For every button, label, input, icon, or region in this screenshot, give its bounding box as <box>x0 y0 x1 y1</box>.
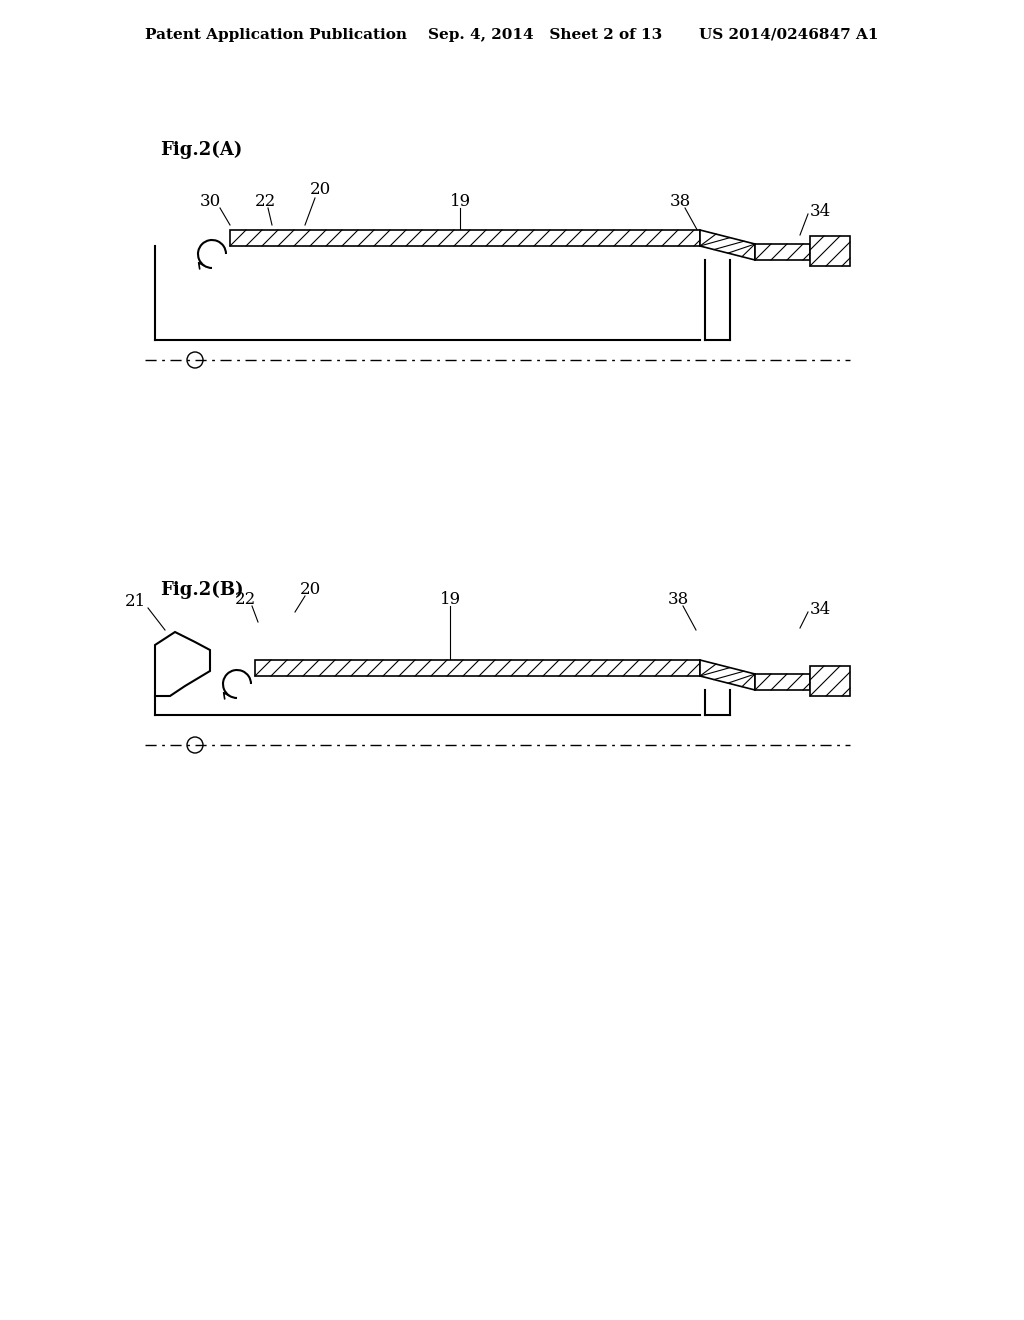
Bar <box>810 236 850 267</box>
Text: 19: 19 <box>439 591 461 609</box>
Text: Fig.2(B): Fig.2(B) <box>160 581 244 599</box>
Text: 22: 22 <box>254 194 275 210</box>
Text: 20: 20 <box>309 181 331 198</box>
Text: 21: 21 <box>124 594 145 610</box>
Bar <box>755 675 810 690</box>
Text: Patent Application Publication    Sep. 4, 2014   Sheet 2 of 13       US 2014/024: Patent Application Publication Sep. 4, 2… <box>145 28 879 42</box>
Bar <box>755 244 810 260</box>
Text: 34: 34 <box>810 203 831 220</box>
Text: Fig.2(A): Fig.2(A) <box>160 141 243 160</box>
Text: 20: 20 <box>299 582 321 598</box>
Bar <box>810 667 850 696</box>
Text: 30: 30 <box>200 194 220 210</box>
Text: 38: 38 <box>670 194 690 210</box>
Text: 22: 22 <box>234 591 256 609</box>
Text: 34: 34 <box>810 602 831 619</box>
Polygon shape <box>700 230 755 260</box>
Bar <box>255 660 700 676</box>
Polygon shape <box>155 632 210 696</box>
Polygon shape <box>700 660 755 690</box>
Text: 19: 19 <box>450 194 471 210</box>
Bar <box>230 230 700 246</box>
Text: 38: 38 <box>668 591 688 609</box>
